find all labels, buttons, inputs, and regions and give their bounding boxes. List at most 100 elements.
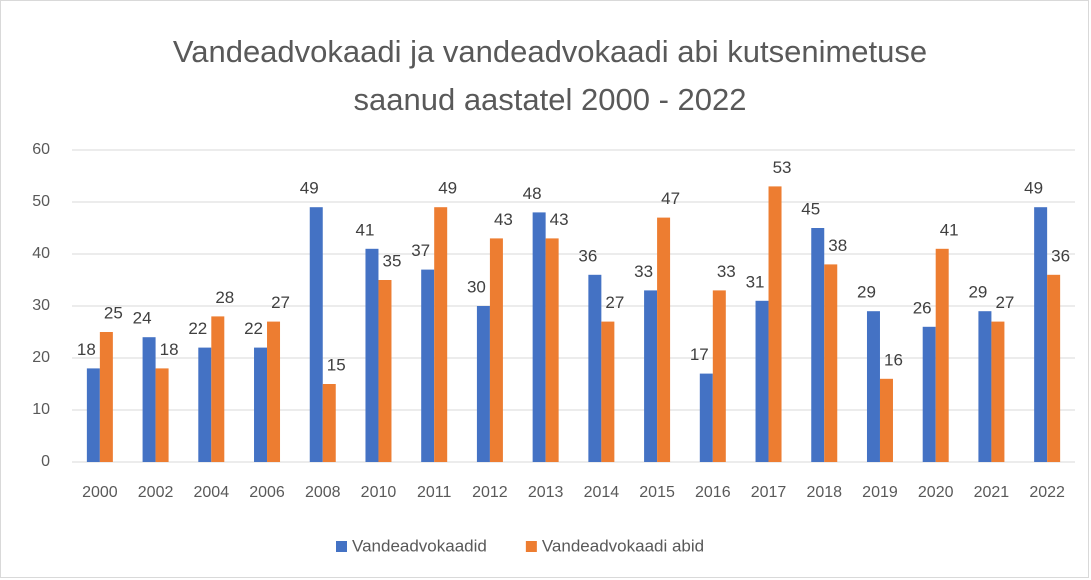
- bar: [978, 311, 992, 462]
- x-tick-label: 2011: [417, 484, 452, 501]
- y-tick-label: 30: [32, 297, 50, 314]
- y-tick-label: 0: [41, 453, 50, 470]
- bar: [86, 368, 100, 462]
- data-label: 35: [383, 251, 402, 270]
- bar: [532, 212, 546, 462]
- data-label: 28: [215, 288, 234, 307]
- x-tick-label: 2002: [138, 484, 174, 501]
- data-label: 29: [968, 283, 987, 302]
- data-label: 47: [661, 189, 680, 208]
- bar: [211, 316, 225, 462]
- x-tick-label: 2021: [974, 484, 1010, 501]
- x-tick-label: 2006: [249, 484, 285, 501]
- data-label: 33: [717, 262, 736, 281]
- x-tick-label: 2010: [361, 484, 397, 501]
- bar: [922, 326, 936, 462]
- data-label: 41: [940, 220, 959, 239]
- legend-swatch: [336, 541, 347, 552]
- bar: [935, 248, 949, 462]
- bar: [768, 186, 782, 462]
- data-label: 30: [467, 277, 486, 296]
- y-tick-label: 40: [32, 245, 50, 262]
- data-label: 29: [857, 283, 876, 302]
- data-label: 27: [995, 293, 1014, 312]
- bar: [712, 290, 726, 462]
- bar: [365, 248, 379, 462]
- y-tick-label: 10: [32, 401, 50, 418]
- data-label: 36: [1051, 246, 1070, 265]
- bar: [198, 347, 212, 462]
- bar: [267, 321, 281, 462]
- x-tick-label: 2000: [82, 484, 118, 501]
- y-tick-label: 60: [32, 141, 50, 158]
- data-label: 43: [550, 210, 569, 229]
- bar: [657, 217, 671, 462]
- data-label: 49: [1024, 179, 1043, 198]
- chart-title: Vandeadvokaadi ja vandeadvokaadi abi kut…: [172, 34, 928, 117]
- data-label: 16: [884, 350, 903, 369]
- x-tick-label: 2018: [806, 484, 842, 501]
- bar: [99, 332, 113, 462]
- bar: [309, 207, 323, 462]
- legend-label: Vandeadvokaadi abid: [542, 536, 704, 555]
- x-tick-label: 2004: [194, 484, 230, 501]
- x-tick-label: 2020: [918, 484, 954, 501]
- bar: [1034, 207, 1048, 462]
- data-label: 38: [828, 236, 847, 255]
- x-tick-label: 2013: [528, 484, 564, 501]
- bar: [545, 238, 559, 462]
- bar: [699, 373, 713, 462]
- data-label: 48: [523, 184, 542, 203]
- data-label: 33: [634, 262, 653, 281]
- bar: [644, 290, 658, 462]
- data-label: 31: [746, 272, 765, 291]
- x-tick-label: 2014: [584, 484, 620, 501]
- data-label: 45: [801, 199, 820, 218]
- bar: [991, 321, 1005, 462]
- bar: [755, 300, 769, 462]
- data-label: 25: [104, 303, 123, 322]
- bar: [811, 228, 825, 462]
- bar: [476, 306, 490, 462]
- x-tick-label: 2008: [305, 484, 341, 501]
- data-label: 22: [244, 319, 263, 338]
- data-label: 43: [494, 210, 513, 229]
- bar: [588, 274, 602, 462]
- bar: [1047, 274, 1061, 462]
- bar: [155, 368, 169, 462]
- bar: [322, 384, 336, 462]
- bar: [254, 347, 268, 462]
- data-label: 18: [160, 340, 179, 359]
- data-label: 37: [411, 241, 430, 260]
- data-label: 36: [578, 246, 597, 265]
- bar: [489, 238, 503, 462]
- data-label: 41: [356, 220, 375, 239]
- bar: [378, 280, 392, 462]
- x-tick-label: 2022: [1029, 484, 1065, 501]
- bar: [866, 311, 880, 462]
- data-label: 15: [327, 355, 346, 374]
- data-label: 27: [271, 293, 290, 312]
- data-label: 17: [690, 345, 709, 364]
- bar: [601, 321, 615, 462]
- y-tick-label: 50: [32, 193, 50, 210]
- bar: [824, 264, 838, 462]
- data-label: 26: [913, 298, 932, 317]
- data-label: 22: [188, 319, 207, 338]
- x-tick-label: 2012: [472, 484, 508, 501]
- legend-label: Vandeadvokaadid: [352, 536, 487, 555]
- y-tick-label: 20: [32, 349, 50, 366]
- bar: [434, 207, 448, 462]
- legend-swatch: [525, 541, 537, 552]
- data-label: 27: [605, 293, 624, 312]
- data-label: 49: [438, 179, 457, 198]
- bar: [879, 378, 893, 462]
- x-tick-label: 2019: [862, 484, 898, 501]
- data-label: 53: [773, 158, 792, 177]
- bar: [142, 337, 156, 462]
- data-label: 49: [300, 179, 319, 198]
- bar: [421, 269, 435, 462]
- x-tick-label: 2015: [639, 484, 675, 501]
